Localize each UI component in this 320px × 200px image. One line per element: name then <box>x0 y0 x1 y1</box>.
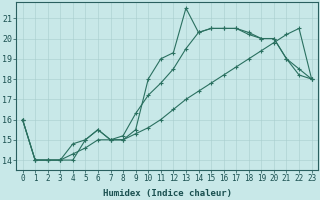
X-axis label: Humidex (Indice chaleur): Humidex (Indice chaleur) <box>103 189 232 198</box>
